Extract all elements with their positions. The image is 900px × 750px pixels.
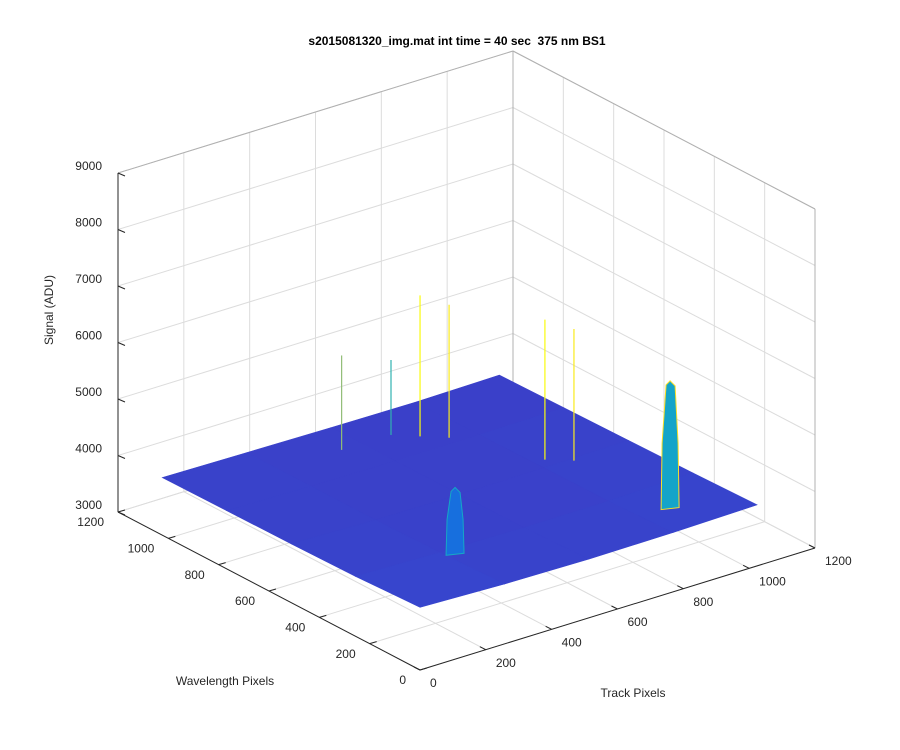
y-tick <box>268 588 277 592</box>
grid-line <box>117 163 514 287</box>
y-tick-label: 1000 <box>128 542 155 556</box>
x-tick-label: 200 <box>496 656 516 670</box>
z-axis-label: Signal (ADU) <box>42 275 56 345</box>
x-axis-label: Track Pixels <box>601 686 666 700</box>
x-tick <box>677 585 684 590</box>
y-tick-label: 1200 <box>77 515 104 529</box>
z-tick <box>117 172 126 177</box>
x-tick <box>479 646 487 651</box>
z-tick-label: 8000 <box>75 216 102 230</box>
x-tick-label: 600 <box>628 615 648 629</box>
chart-title: s2015081320_img.mat int time = 40 sec 37… <box>308 34 606 48</box>
x-tick <box>742 564 750 569</box>
surface-patch <box>354 552 506 608</box>
box-edge <box>512 50 816 210</box>
x-tick <box>808 544 816 549</box>
z-tick <box>117 342 126 346</box>
z-tick-label: 7000 <box>75 272 102 286</box>
z-tick <box>117 455 126 459</box>
z-tick-label: 9000 <box>75 159 102 173</box>
z-tick-label: 6000 <box>75 329 102 343</box>
y-tick-label: 0 <box>399 673 406 687</box>
x-tick-label: 400 <box>562 636 582 650</box>
grid-line <box>512 107 816 266</box>
x-tick-label: 1000 <box>759 575 786 589</box>
y-tick <box>117 509 126 513</box>
x-tick-label: 1200 <box>825 554 852 568</box>
peak <box>660 380 680 511</box>
z-tick <box>117 398 126 403</box>
x-tick <box>545 625 552 630</box>
z-tick-label: 3000 <box>75 498 102 512</box>
peak <box>445 486 465 556</box>
grid-line <box>117 220 514 343</box>
x-tick-label: 0 <box>430 676 437 690</box>
surface <box>161 374 758 608</box>
y-tick <box>419 667 428 671</box>
box-edge <box>117 50 514 174</box>
grid-line <box>117 333 514 456</box>
y-tick <box>369 641 377 645</box>
y-tick <box>168 535 176 539</box>
y-tick <box>218 562 226 566</box>
grid-line <box>117 276 514 400</box>
x-tick <box>611 605 618 610</box>
z-tick-label: 4000 <box>75 442 102 456</box>
y-tick-label: 800 <box>185 568 205 582</box>
grid-line <box>117 107 514 230</box>
grid-line <box>512 220 816 379</box>
z-tick <box>117 511 126 516</box>
x-tick-label: 800 <box>693 595 713 609</box>
y-tick-label: 400 <box>285 621 305 635</box>
y-axis-label: Wavelength Pixels <box>176 674 274 688</box>
z-tick-label: 5000 <box>75 385 102 399</box>
y-tick <box>319 614 327 618</box>
y-tick-label: 200 <box>336 647 356 661</box>
z-tick <box>117 229 126 233</box>
grid-line <box>369 521 765 645</box>
y-tick-label: 600 <box>235 594 255 608</box>
x-tick <box>413 666 421 671</box>
grid-line <box>512 276 816 436</box>
grid-line <box>512 163 816 323</box>
z-tick <box>117 285 126 290</box>
